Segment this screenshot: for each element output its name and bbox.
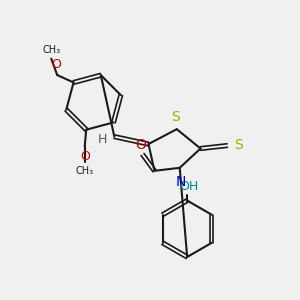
Text: H: H [98, 133, 107, 146]
Text: O: O [80, 150, 90, 163]
Text: O: O [135, 138, 146, 152]
Text: CH₃: CH₃ [76, 166, 94, 176]
Text: CH₃: CH₃ [42, 45, 60, 55]
Text: N: N [176, 175, 186, 189]
Text: S: S [234, 138, 243, 152]
Text: OH: OH [179, 180, 198, 193]
Text: O: O [51, 58, 61, 71]
Text: S: S [171, 110, 180, 124]
